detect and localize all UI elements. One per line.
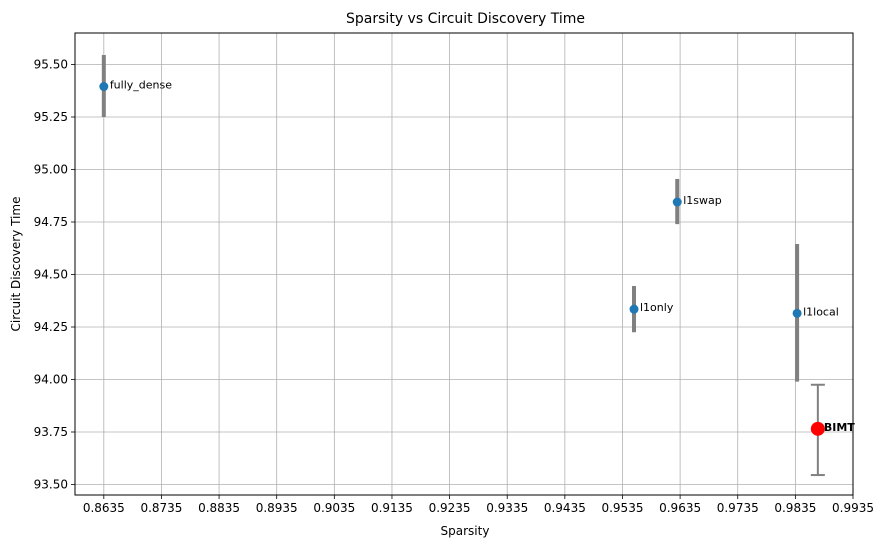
data-point-group: l1local bbox=[792, 244, 839, 382]
x-tick-label: 0.8635 bbox=[83, 501, 125, 515]
data-point-group: l1swap bbox=[672, 178, 722, 225]
x-axis-title: Sparsity bbox=[441, 524, 490, 538]
y-tick-label: 94.00 bbox=[34, 373, 68, 387]
y-tick-label: 93.50 bbox=[34, 478, 68, 492]
x-tick-label: 0.8835 bbox=[198, 501, 240, 515]
x-tick-label: 0.9535 bbox=[601, 501, 643, 515]
y-axis-title: Circuit Discovery Time bbox=[9, 197, 23, 332]
chart-title: Sparsity vs Circuit Discovery Time bbox=[346, 11, 585, 27]
data-point-group: BIMT bbox=[810, 383, 855, 477]
y-tick-label: 94.75 bbox=[34, 215, 68, 229]
y-tick-label: 95.25 bbox=[34, 110, 68, 124]
x-tick-label: 0.9135 bbox=[371, 501, 413, 515]
y-tick-label: 95.00 bbox=[34, 163, 68, 177]
data-point-group: fully_dense bbox=[99, 55, 172, 117]
plot-area-frame bbox=[74, 32, 854, 496]
data-point bbox=[99, 82, 109, 92]
y-tick-label: 93.75 bbox=[34, 425, 68, 439]
x-tick-label: 0.9635 bbox=[659, 501, 701, 515]
grid bbox=[75, 33, 854, 495]
y-axis: 93.50 93.75 94.00 94.25 94.50 94.75 95.00 95.25… bbox=[34, 58, 75, 492]
x-tick-label: 0.9435 bbox=[544, 501, 586, 515]
x-tick-label: 0.9835 bbox=[774, 501, 816, 515]
point-label: l1only bbox=[640, 301, 674, 314]
data-point-group: l1only bbox=[629, 286, 674, 333]
x-tick-label: 0.9235 bbox=[429, 501, 471, 515]
point-label: l1swap bbox=[683, 194, 722, 207]
data-point bbox=[629, 304, 639, 314]
data-point bbox=[672, 197, 682, 207]
y-tick-label: 94.50 bbox=[34, 268, 68, 282]
series: fully_dense l1swap l1only l1local BIMT bbox=[99, 55, 855, 477]
x-tick-label: 0.8935 bbox=[256, 501, 298, 515]
x-tick-label: 0.9035 bbox=[313, 501, 355, 515]
y-tick-label: 95.50 bbox=[34, 58, 68, 72]
point-label: BIMT bbox=[824, 421, 855, 434]
x-axis: 0.8635 0.8735 0.8835 0.8935 0.9035 0.9135 0.92… bbox=[83, 495, 874, 515]
point-label: fully_dense bbox=[110, 79, 172, 92]
x-tick-label: 0.9735 bbox=[717, 501, 759, 515]
x-tick-label: 0.9935 bbox=[832, 501, 874, 515]
x-tick-label: 0.9335 bbox=[486, 501, 528, 515]
point-label: l1local bbox=[803, 305, 839, 318]
data-point bbox=[810, 421, 825, 436]
x-tick-label: 0.8735 bbox=[140, 501, 182, 515]
y-tick-label: 94.25 bbox=[34, 320, 68, 334]
data-point bbox=[792, 308, 802, 318]
